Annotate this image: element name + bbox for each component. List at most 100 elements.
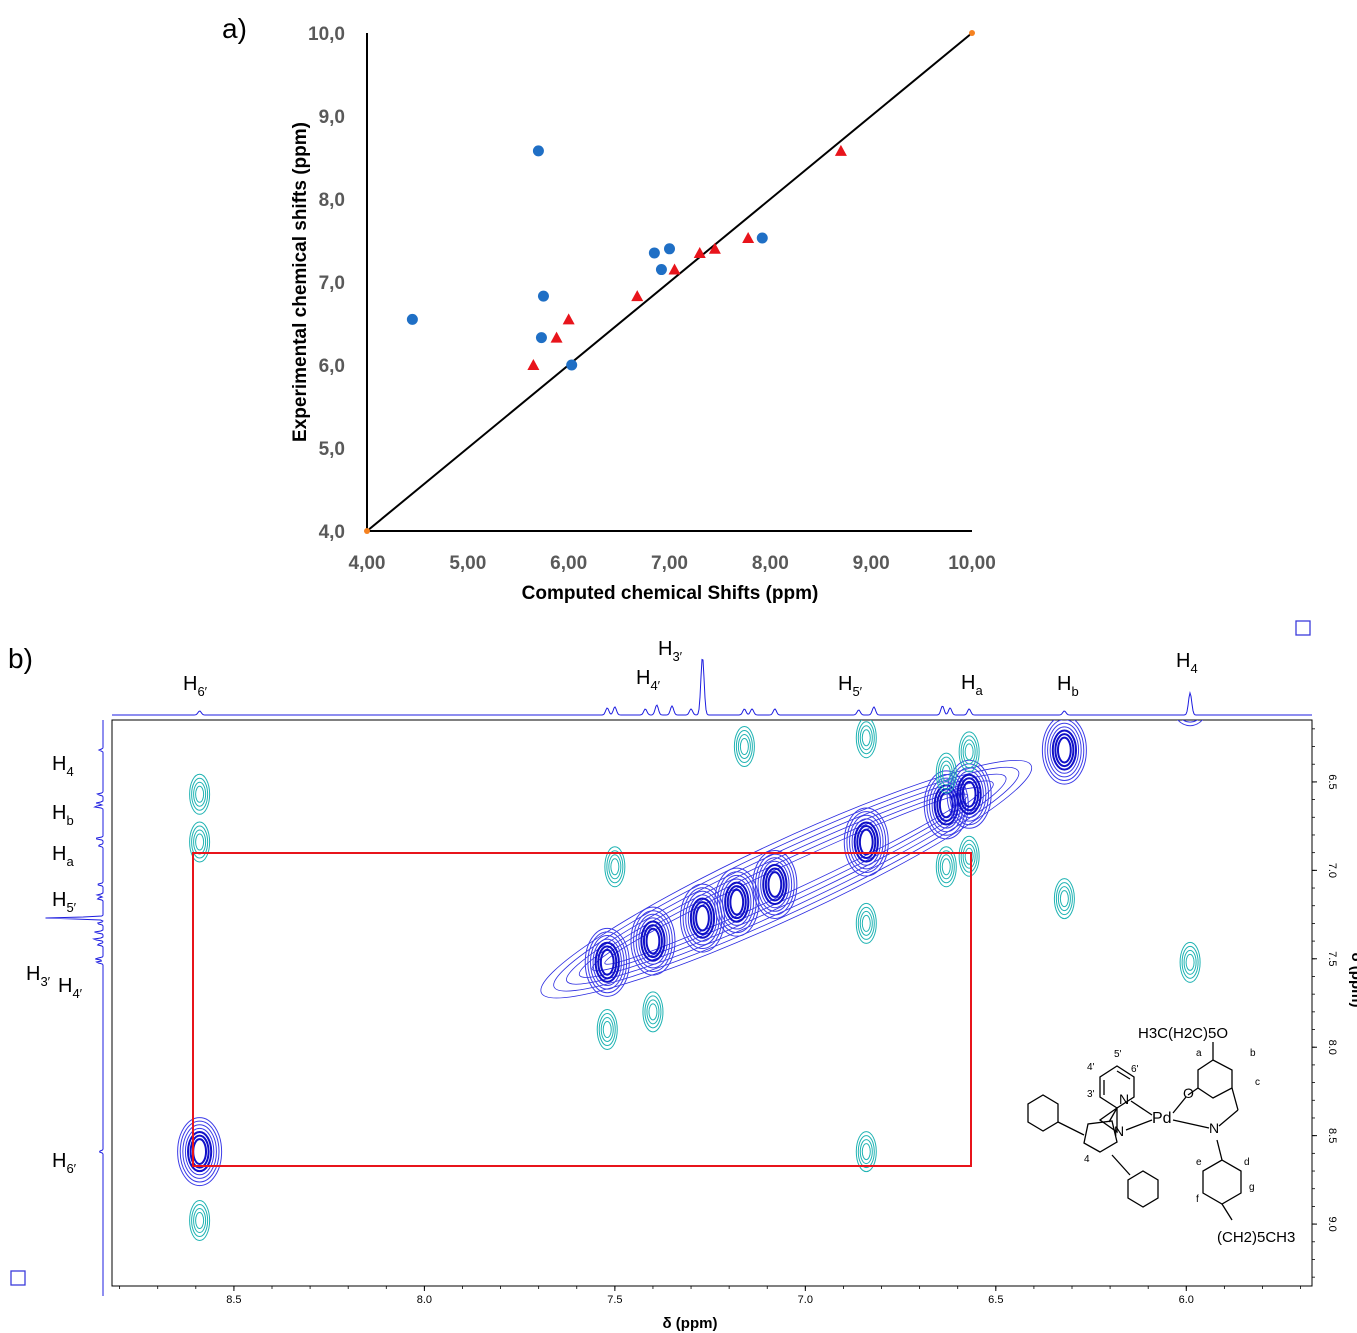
diagonal-peak-contour <box>182 1124 217 1179</box>
top-1d-projection <box>112 658 1312 716</box>
nmr-2d-spectrum: b) 8.5 8.0 7.5 7.0 6.5 6.06.57.07.58.08.59.0 … <box>8 620 1357 1332</box>
x-tick-label: 5,00 <box>449 553 486 574</box>
cross-peak-contour <box>857 1135 875 1169</box>
cross-peak-contour <box>855 902 877 944</box>
data-point-triangle <box>834 144 847 156</box>
peak-label-h6p-left: H6′ <box>52 1150 77 1176</box>
cross-peak-contour <box>193 829 207 855</box>
y-tick-label: 7,0 <box>319 273 345 294</box>
y-tick-label: 5,0 <box>319 439 345 460</box>
cross-peak-contour <box>962 843 976 869</box>
bond <box>1111 1154 1131 1176</box>
cross-peak-contour <box>1183 949 1197 975</box>
atom-o: O <box>1183 1085 1194 1101</box>
cross-peak-contour <box>191 777 209 811</box>
diagonal-peak-contour <box>179 1120 220 1183</box>
peak-label-h4p-top: H4′ <box>636 667 661 693</box>
cross-peak-contour <box>608 854 622 880</box>
diagonal-peak-contour <box>184 1127 215 1176</box>
pyrrole-ring-5 <box>1083 1120 1118 1153</box>
cross-peak-contour <box>602 1021 612 1039</box>
cross-peak-contour <box>1181 945 1199 979</box>
data-point-triangle <box>527 359 540 370</box>
cross-peak-contour <box>648 1003 658 1021</box>
diagonal-peak-contour <box>846 811 887 873</box>
diagonal-peak-contour <box>640 920 666 962</box>
diagonal-peak-contour <box>1182 720 1199 723</box>
bond <box>1218 1109 1239 1127</box>
cross-peak-contour <box>642 991 664 1033</box>
diagonal-peak-contour <box>1044 720 1085 781</box>
diagonal-peak-contour <box>599 948 615 976</box>
diagonal-ridge-contour <box>553 766 1020 992</box>
peak-label-h4-top: H4 <box>1176 650 1198 676</box>
peak-label-h6p-top: H6′ <box>183 673 208 699</box>
position-label: b <box>1250 1048 1256 1059</box>
data-marks <box>364 30 975 534</box>
diagonal-peak-contour <box>856 825 877 860</box>
diagonal-peak-contour <box>177 1117 223 1187</box>
pyridine-ring <box>1099 1065 1135 1109</box>
data-point-circle <box>535 332 547 344</box>
cross-peak-contour <box>859 1139 873 1165</box>
diagonal-peak-contour <box>843 807 889 877</box>
diagonal-peak-contour <box>729 888 745 916</box>
cross-peak-contour <box>606 850 624 884</box>
x-tick-label-b: 8.5 <box>226 1294 241 1306</box>
diagonal-peak-contour <box>587 931 628 994</box>
peak-label-hb-left: Hb <box>52 802 74 828</box>
atom-n-imine: N <box>1209 1120 1219 1136</box>
panel-b-label: b) <box>8 643 33 674</box>
diagonal-peak-contour <box>851 818 881 866</box>
cross-peak-contour <box>600 1017 614 1043</box>
peak-label-ha-left: Ha <box>52 843 74 869</box>
cross-peak-contour <box>646 999 660 1025</box>
diagonal-peak-contour <box>726 885 747 920</box>
endpoint-marker <box>364 528 370 534</box>
peak-label-h3p-left: H3′ <box>26 963 51 989</box>
peak-label-h4p-left: H4′ <box>58 975 83 1001</box>
diagonal-peak-contour <box>954 770 984 818</box>
diagonal-peak-contour <box>767 871 783 898</box>
corner-marker-top <box>1295 620 1311 636</box>
cross-peak-contour <box>195 833 205 851</box>
diagonal-peak-contour <box>682 887 723 950</box>
cross-peak-contour <box>964 847 974 865</box>
diagonal-peak-contour <box>589 935 625 990</box>
y-tick-label: 8,0 <box>319 190 345 211</box>
cross-peak-contour <box>941 858 951 876</box>
left-1d-projection <box>45 720 104 1296</box>
top-peak-labels: H6′ H4′ H3′ H5′ Ha Hb H4 <box>183 638 1198 699</box>
y-tick-label-b: 8.0 <box>1326 1040 1338 1055</box>
diagonal-peak-contour <box>592 938 622 987</box>
cross-peak-contour <box>857 906 875 940</box>
diagonal-peak-contour <box>848 814 884 870</box>
y-tick-label-b: 7.5 <box>1326 951 1338 966</box>
panel-a-label: a) <box>222 13 247 44</box>
cross-peak-contour <box>193 781 207 807</box>
cross-peak-contour <box>739 738 749 756</box>
y-tick-label-b: 8.5 <box>1326 1128 1338 1143</box>
diagonal-peak-contour <box>1056 736 1072 764</box>
y-tick-label: 4,0 <box>319 522 345 543</box>
y-tick-label-b: 7.0 <box>1326 863 1338 878</box>
position-label: d <box>1244 1157 1250 1168</box>
data-point-triangle <box>708 242 721 254</box>
y-tick-label: 9,0 <box>319 107 345 128</box>
position-label: 4' <box>1087 1062 1095 1073</box>
cross-peak-contour <box>1053 878 1075 920</box>
cross-peak-contour <box>937 850 955 884</box>
position-label: 3' <box>1087 1089 1095 1100</box>
cross-peak-contour <box>857 721 875 755</box>
data-point-triangle <box>562 313 575 325</box>
cross-peak-contour <box>958 731 980 773</box>
position-label: a <box>1196 1048 1202 1059</box>
substituent-top: H3C(H2C)5O <box>1138 1025 1228 1042</box>
diagonal-peak-contour <box>630 906 676 976</box>
diagonal-peak-contour <box>584 927 630 997</box>
diagonal-peak-contour <box>187 1130 213 1173</box>
cross-peak-contour <box>1185 953 1195 971</box>
diagonal-peak-contour <box>858 828 874 856</box>
diagonal-peak-contour <box>719 874 755 930</box>
cross-peak-contour <box>935 846 957 888</box>
